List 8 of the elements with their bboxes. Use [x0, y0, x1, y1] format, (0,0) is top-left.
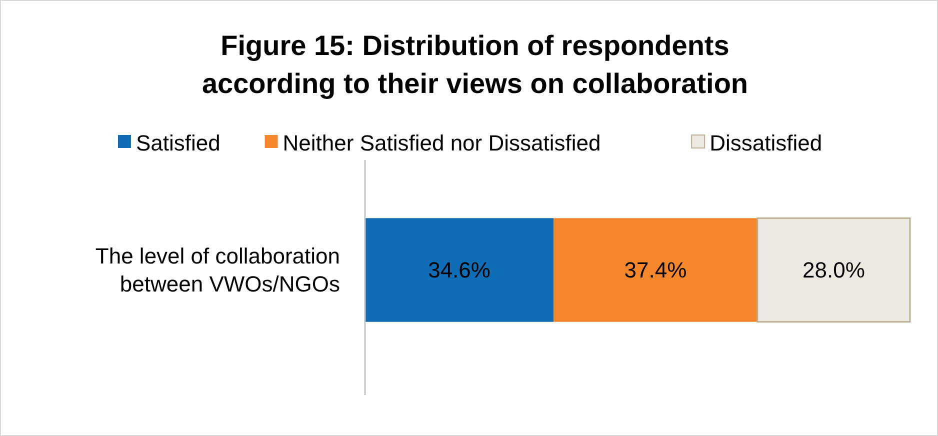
data-label: 37.4%: [624, 258, 687, 283]
legend-label: Neither Satisfied nor Dissatisfied: [282, 130, 601, 156]
y-tick-label: The level of collaboration between VWOs/NGOs: [95, 244, 340, 297]
data-label: 34.6%: [428, 258, 490, 283]
chart-title: Figure 15: Distribution of respondents according to their views on collaboration: [202, 30, 748, 99]
data-label: 28.0%: [802, 258, 865, 283]
legend-label: Dissatisfied: [710, 130, 822, 156]
legend-label: Satisfied: [136, 130, 220, 156]
